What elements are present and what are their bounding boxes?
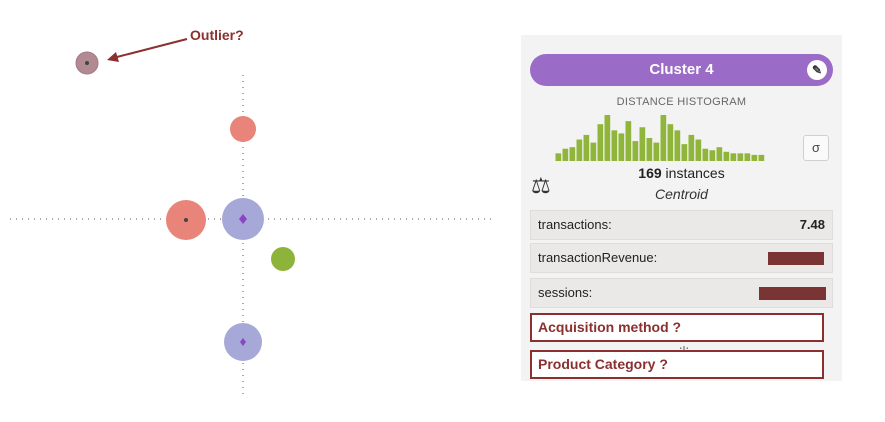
histogram-bar [562, 148, 569, 161]
histogram-bar [695, 139, 702, 161]
field-row-transactions: transactions: 7.48 [530, 210, 833, 240]
histogram-bar [590, 142, 597, 161]
outlier-arrow-head [107, 52, 119, 62]
outlier-center-dot [85, 61, 89, 65]
instances-label: instances [665, 165, 725, 181]
outlier-arrow-line [112, 38, 188, 59]
cluster-title: Cluster 4 [649, 61, 714, 78]
histogram-bar [653, 142, 660, 161]
sigma-button[interactable]: σ [803, 135, 829, 161]
histogram-bar [723, 151, 730, 161]
centroid-label: Centroid [655, 186, 708, 202]
field-label: transactions: [538, 217, 612, 232]
histogram-bar [604, 115, 611, 161]
histogram-bar [646, 138, 653, 161]
redacted-value [759, 287, 826, 300]
outlier-annotation-label: Outlier? [190, 27, 244, 43]
balance-scale-icon[interactable]: ⚖ [531, 173, 551, 198]
instances-count: 169 instances [521, 165, 842, 181]
histogram-bar [576, 139, 583, 161]
cluster-circle-green[interactable] [271, 247, 295, 271]
field-label: transactionRevenue: [538, 250, 658, 265]
histogram-bar [618, 133, 625, 161]
question-acquisition-method: Acquisition method ? [530, 313, 824, 342]
histogram-bar [751, 154, 758, 161]
histogram-bar [702, 148, 709, 161]
histogram-bar [660, 115, 667, 161]
cluster-center-diamond [239, 214, 247, 224]
histogram-bar [611, 130, 618, 161]
histogram-bar [737, 153, 744, 161]
edit-pencil-icon[interactable]: ✎ [807, 60, 827, 80]
question-product-category: Product Category ? [530, 350, 824, 379]
cluster-map [10, 38, 495, 395]
cluster-title-bar[interactable]: Cluster 4 ✎ [530, 54, 833, 86]
instances-number: 169 [638, 165, 662, 181]
histogram-bar [569, 147, 576, 161]
field-value: 7.48 [799, 217, 825, 232]
cluster-center-dot [184, 218, 188, 222]
histogram-bar [758, 154, 765, 161]
small-toggle-icon[interactable]: ⋅ı⋅ [679, 343, 690, 355]
field-label: sessions: [538, 285, 593, 300]
cluster-detail-panel: Cluster 4 ✎ DISTANCE HISTOGRAM σ ⚖ 169 i… [521, 35, 842, 381]
histogram-bar [744, 153, 751, 161]
histogram-bar [709, 150, 716, 161]
histogram-title: DISTANCE HISTOGRAM [616, 96, 747, 108]
histogram-bar [597, 124, 604, 161]
distance-histogram [555, 115, 765, 161]
cluster-circle-red-small[interactable] [230, 116, 256, 142]
histogram-bar [632, 141, 639, 161]
histogram-bar [667, 124, 674, 161]
histogram-bar [555, 153, 562, 161]
histogram-bar [688, 134, 695, 161]
field-row-sessions: sessions: [530, 278, 833, 308]
field-row-transaction-revenue: transactionRevenue: [530, 243, 833, 273]
histogram-bar [639, 127, 646, 161]
histogram-bar [674, 130, 681, 161]
histogram-bar [730, 153, 737, 161]
histogram-bar [681, 144, 688, 161]
histogram-bar [583, 134, 590, 161]
cluster-center-diamond-bottom [240, 338, 246, 346]
redacted-value [768, 252, 824, 265]
histogram-bar [716, 147, 723, 161]
histogram-bar [625, 121, 632, 161]
